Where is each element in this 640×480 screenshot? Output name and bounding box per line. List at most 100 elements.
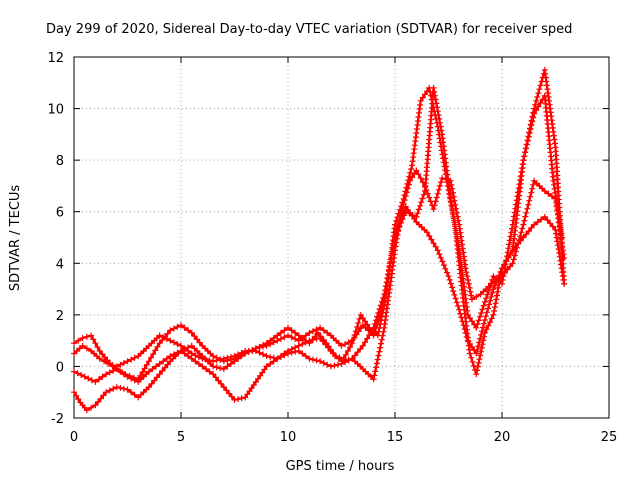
data-point [199, 363, 206, 370]
data-point [521, 153, 528, 160]
data-point [553, 230, 560, 237]
data-point [92, 402, 99, 409]
data-point [315, 329, 321, 336]
data-point [560, 277, 567, 283]
data-point [71, 340, 77, 347]
data-point [329, 349, 336, 356]
data-point [139, 369, 146, 376]
data-point [288, 334, 295, 341]
data-point [224, 363, 231, 370]
data-point [263, 363, 270, 370]
data-point [517, 237, 524, 244]
data-point [368, 328, 375, 335]
y-axis-title: SDTVAR / TECUs [8, 185, 23, 292]
data-point [558, 234, 565, 241]
data-point [408, 166, 415, 172]
data-point [481, 299, 488, 305]
data-point [382, 287, 389, 294]
data-point [434, 247, 441, 254]
data-point [347, 344, 354, 351]
data-point [473, 293, 480, 300]
data-point [413, 167, 420, 174]
data-point [506, 241, 513, 248]
data-point [436, 119, 443, 126]
data-point [185, 327, 192, 334]
data-point [477, 335, 484, 342]
data-point [496, 272, 503, 279]
data-point [525, 228, 532, 235]
data-point [499, 280, 505, 287]
data-point [547, 220, 554, 227]
data-point [317, 333, 324, 340]
data-point [481, 317, 488, 323]
data-point [437, 123, 444, 130]
data-point [313, 326, 320, 333]
data-point [299, 350, 306, 357]
data-point [534, 94, 541, 100]
data-point [489, 289, 496, 296]
data-point [256, 349, 263, 356]
data-point [434, 190, 441, 197]
data-point [117, 384, 124, 391]
data-point [320, 360, 327, 366]
data-point [215, 377, 222, 384]
data-point [457, 310, 464, 317]
data-point [167, 337, 174, 344]
data-point [153, 374, 160, 381]
y-tick-label: 2 [56, 309, 64, 324]
data-point [376, 306, 383, 313]
data-point [541, 213, 548, 220]
data-point [401, 192, 408, 199]
data-point [163, 355, 170, 362]
data-point [473, 350, 480, 357]
data-point [188, 350, 195, 357]
data-point [465, 280, 472, 287]
data-point [117, 361, 124, 368]
data-point [468, 354, 475, 361]
data-point [434, 108, 441, 115]
data-point [373, 360, 380, 367]
data-point [362, 318, 368, 325]
x-tick-label: 15 [387, 430, 404, 445]
data-point [382, 283, 389, 290]
data-point [491, 308, 498, 314]
data-point [474, 363, 481, 370]
data-point [433, 194, 440, 201]
data-point [164, 361, 171, 368]
data-point [206, 368, 213, 375]
data-point [387, 258, 394, 265]
data-point [156, 360, 163, 367]
data-point [383, 279, 390, 286]
data-point [83, 407, 90, 414]
data-point [476, 356, 483, 363]
data-point [255, 375, 261, 382]
data-point [174, 349, 181, 356]
data-point [403, 184, 410, 191]
data-point [309, 336, 316, 343]
data-point [302, 353, 309, 360]
data-point [131, 377, 138, 384]
data-point [260, 351, 266, 358]
data-point [438, 127, 445, 134]
data-point [495, 284, 502, 291]
x-tick-label: 25 [601, 430, 618, 445]
data-point [109, 362, 116, 369]
data-point [551, 185, 558, 192]
plot-frame [73, 56, 610, 419]
data-point [359, 315, 366, 322]
data-point [402, 203, 409, 210]
data-point [398, 219, 405, 226]
data-point [354, 349, 361, 356]
data-point [485, 322, 492, 329]
data-point [490, 286, 497, 293]
data-point [267, 341, 274, 348]
data-point [474, 346, 481, 353]
data-point [75, 396, 82, 403]
data-point [487, 297, 494, 304]
data-point [491, 282, 498, 289]
data-point [533, 97, 540, 104]
series-trace [72, 205, 566, 383]
data-point [73, 392, 80, 399]
data-point [527, 126, 534, 133]
data-point [334, 361, 341, 368]
